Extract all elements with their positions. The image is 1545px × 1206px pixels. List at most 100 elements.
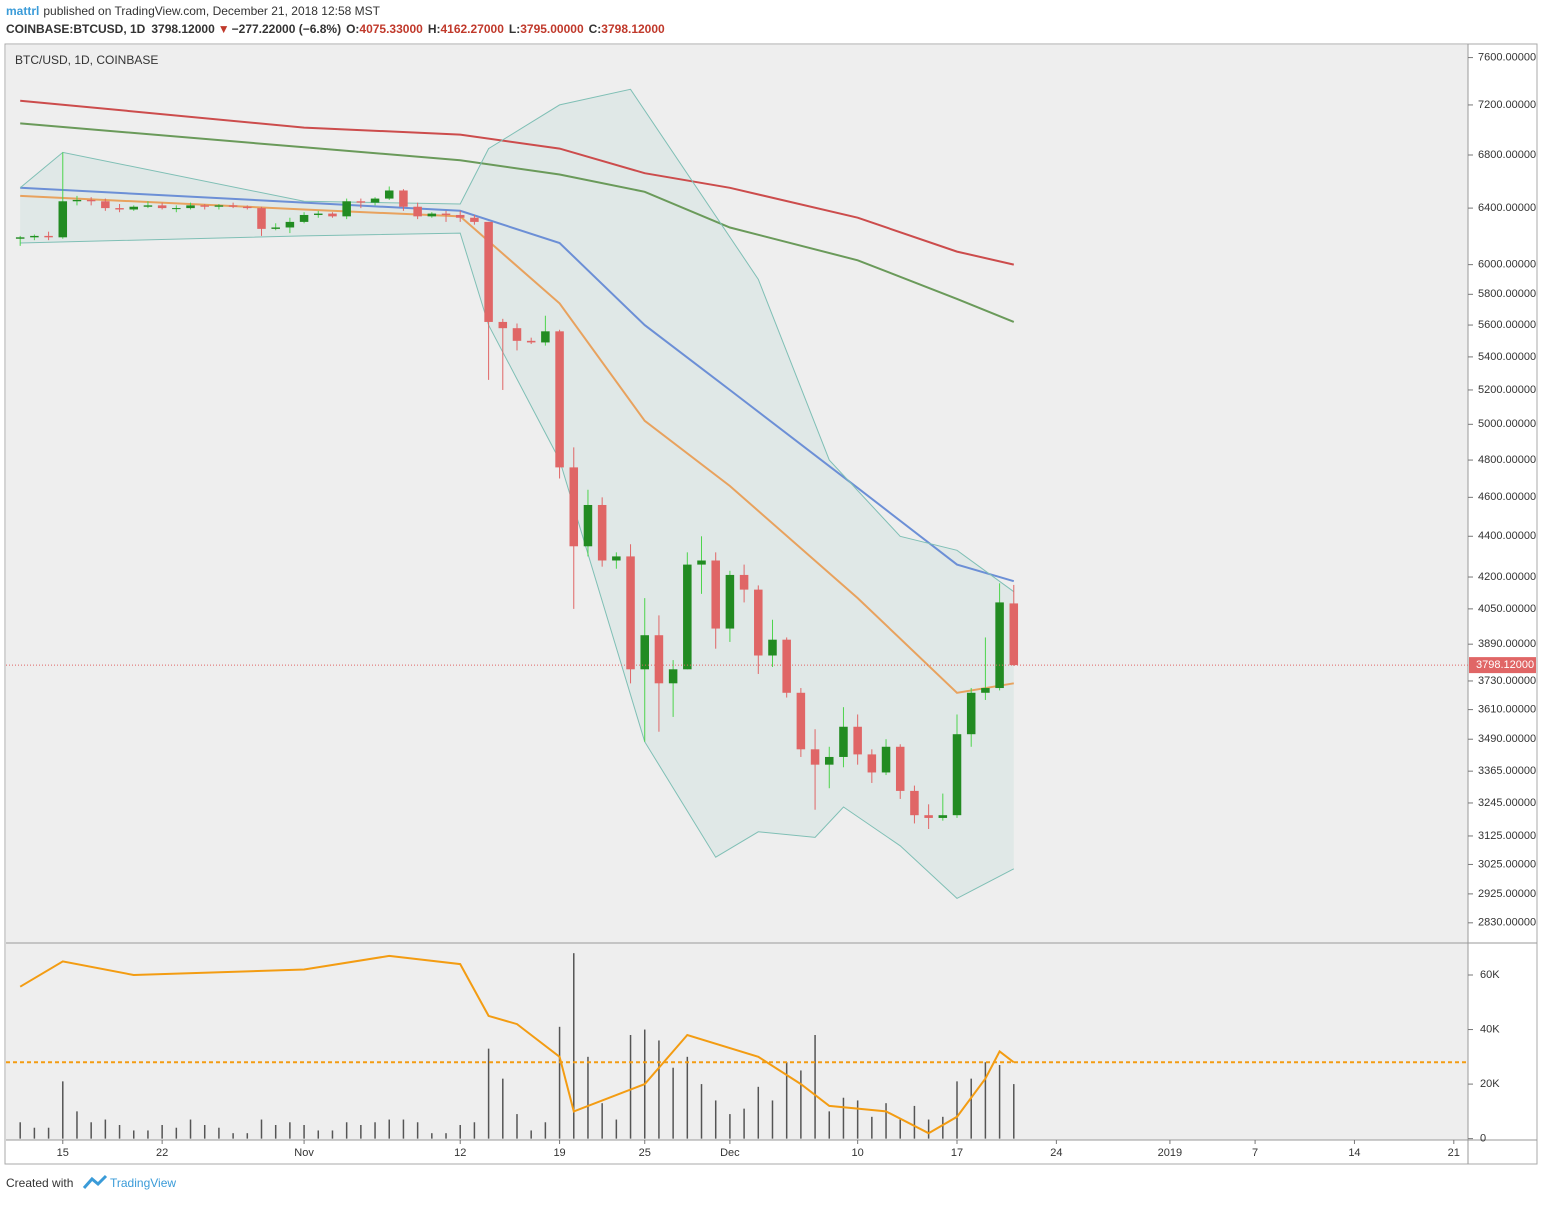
- candle-body: [853, 726, 862, 755]
- candle-body: [640, 635, 649, 670]
- volume-bar: [473, 1122, 476, 1139]
- candle-body: [825, 756, 834, 765]
- volume-bar: [388, 1119, 390, 1139]
- volume-bar: [274, 1125, 277, 1139]
- y-tick-label: 3730.00000: [1478, 675, 1536, 687]
- overlay-line: [20, 122, 1015, 323]
- x-tick-label: 7: [1252, 1147, 1258, 1159]
- x-tick-label: Nov: [294, 1147, 314, 1159]
- candle-body: [455, 214, 465, 218]
- candle-body: [299, 214, 309, 222]
- candle-body: [512, 328, 522, 341]
- candle-body: [15, 237, 25, 239]
- band-fill: [20, 89, 1014, 899]
- c-label: C:: [589, 22, 602, 36]
- volume-bar: [743, 1108, 745, 1139]
- candle-body: [399, 190, 408, 207]
- x-tick-label: 25: [639, 1147, 651, 1159]
- header-line: mattrl published on TradingView.com, Dece…: [6, 4, 381, 18]
- volume-bar: [260, 1119, 263, 1139]
- candle-body: [72, 199, 82, 202]
- last-price-tag: [1469, 657, 1536, 674]
- volume-bar: [771, 1100, 774, 1139]
- volume-bar: [317, 1130, 320, 1139]
- last: 3798.12000: [151, 22, 215, 36]
- volume-bar: [658, 1040, 660, 1139]
- y-tick-label: 4800.00000: [1478, 454, 1536, 466]
- candle-body: [966, 692, 976, 735]
- volume-bar: [885, 1103, 887, 1139]
- change: −277.22000 (−6.8%): [232, 22, 341, 36]
- candle-body: [1009, 603, 1019, 666]
- candle-body: [257, 208, 266, 229]
- x-tick-label: 24: [1050, 1147, 1062, 1159]
- y-tick-label: 2925.00000: [1478, 888, 1536, 900]
- y-tick-label: 4600.00000: [1478, 491, 1536, 503]
- candle-body: [370, 198, 380, 203]
- candle-body: [115, 208, 124, 210]
- candle-body: [796, 692, 806, 750]
- footer-created: Created with: [6, 1176, 73, 1190]
- candle-body: [910, 790, 919, 816]
- candle-body: [356, 201, 366, 203]
- volume-bar: [558, 1026, 561, 1139]
- candle-body: [484, 221, 493, 322]
- y-tick-label: 3365.00000: [1478, 765, 1536, 777]
- candle-body: [470, 217, 479, 222]
- volume-bar: [984, 1062, 987, 1139]
- volume-tick-label: 20K: [1480, 1078, 1500, 1090]
- volume-bar: [76, 1111, 78, 1139]
- candle-body: [711, 560, 720, 629]
- candle-body: [839, 726, 848, 757]
- overlay-line: [20, 232, 1015, 900]
- candle-body: [683, 564, 692, 670]
- candle-body: [86, 199, 96, 202]
- volume-bar: [459, 1125, 461, 1139]
- footer-brand: TradingView: [110, 1176, 176, 1190]
- candle-body: [427, 213, 437, 217]
- candle-body: [214, 205, 224, 207]
- candle-body: [739, 574, 749, 590]
- y-tick-label: 5200.00000: [1478, 384, 1536, 396]
- volume-bar: [33, 1127, 36, 1139]
- volume-bar: [871, 1116, 873, 1139]
- candle-body: [243, 206, 252, 209]
- volume-bar: [161, 1125, 163, 1139]
- volume-bar: [331, 1130, 334, 1139]
- volume-bar: [1013, 1084, 1015, 1139]
- volume-bar: [956, 1081, 958, 1139]
- y-tick-label: 3890.00000: [1478, 638, 1536, 650]
- c: 3798.12000: [601, 22, 665, 36]
- volume-bar: [672, 1067, 674, 1139]
- candle-body: [129, 206, 139, 210]
- volume-bar: [189, 1119, 192, 1139]
- volume-bar: [686, 1056, 689, 1139]
- x-tick-label: 19: [553, 1147, 565, 1159]
- candle-body: [172, 208, 181, 210]
- volume-bar: [246, 1133, 249, 1139]
- y-tick-label: 5800.00000: [1478, 288, 1536, 300]
- volume-bar: [544, 1122, 547, 1139]
- volume-bar: [345, 1122, 348, 1139]
- candle-body: [881, 746, 891, 773]
- candle-body: [186, 205, 195, 209]
- candle-body: [328, 213, 337, 217]
- volume-bar: [62, 1081, 64, 1139]
- candle-body: [44, 235, 53, 238]
- y-tick-label: 4200.00000: [1478, 571, 1536, 583]
- volume-bar: [714, 1100, 717, 1139]
- volume-bar: [587, 1056, 589, 1139]
- l-label: L:: [509, 22, 520, 36]
- candle-body: [526, 340, 536, 343]
- volume-bar: [729, 1114, 731, 1139]
- candle-body: [555, 331, 564, 468]
- volume-bar: [700, 1084, 703, 1139]
- x-tick-label: 15: [57, 1147, 69, 1159]
- volume-bar: [360, 1125, 362, 1139]
- x-tick-label: 10: [852, 1147, 864, 1159]
- volume-bar: [303, 1125, 305, 1139]
- o: 4075.33000: [359, 22, 423, 36]
- overlay-line: [19, 88, 1015, 593]
- volume-bar: [757, 1086, 760, 1139]
- y-tick-label: 6800.00000: [1478, 149, 1536, 161]
